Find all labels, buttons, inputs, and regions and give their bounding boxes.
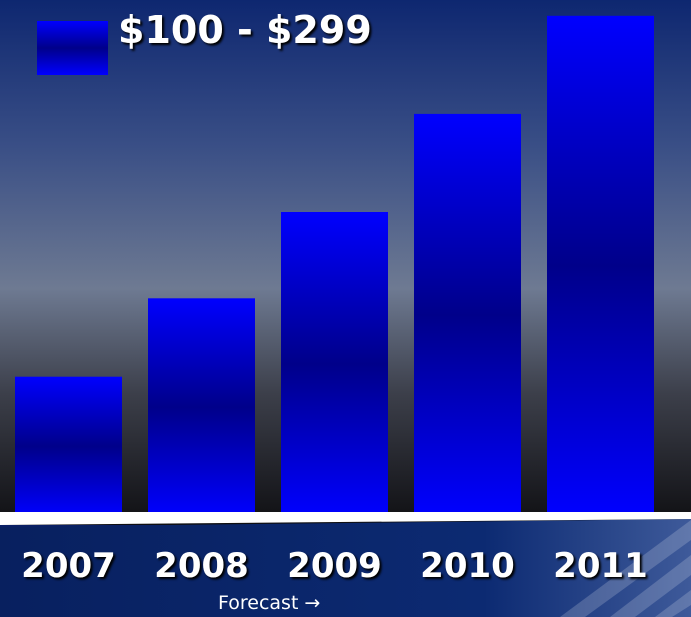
legend-swatch (37, 21, 108, 75)
band-stripes-decoration (560, 520, 691, 617)
x-tick-label-2008: 2008 (154, 546, 249, 586)
bar-2007 (15, 376, 122, 516)
floor-line (0, 512, 691, 525)
bar-2011 (547, 15, 654, 517)
x-tick-label-2011: 2011 (553, 546, 648, 586)
axis-band (0, 519, 691, 617)
bar-2008 (148, 298, 255, 516)
x-tick-label-2007: 2007 (21, 546, 116, 586)
bars-group (15, 15, 654, 517)
x-tick-label-2010: 2010 (420, 546, 515, 586)
bar-2010 (414, 113, 521, 517)
x-tick-label-2009: 2009 (287, 546, 382, 586)
forecast-annotation: Forecast → (218, 592, 321, 614)
legend-label: $100 - $299 (118, 8, 372, 52)
bar-2009 (281, 212, 388, 516)
